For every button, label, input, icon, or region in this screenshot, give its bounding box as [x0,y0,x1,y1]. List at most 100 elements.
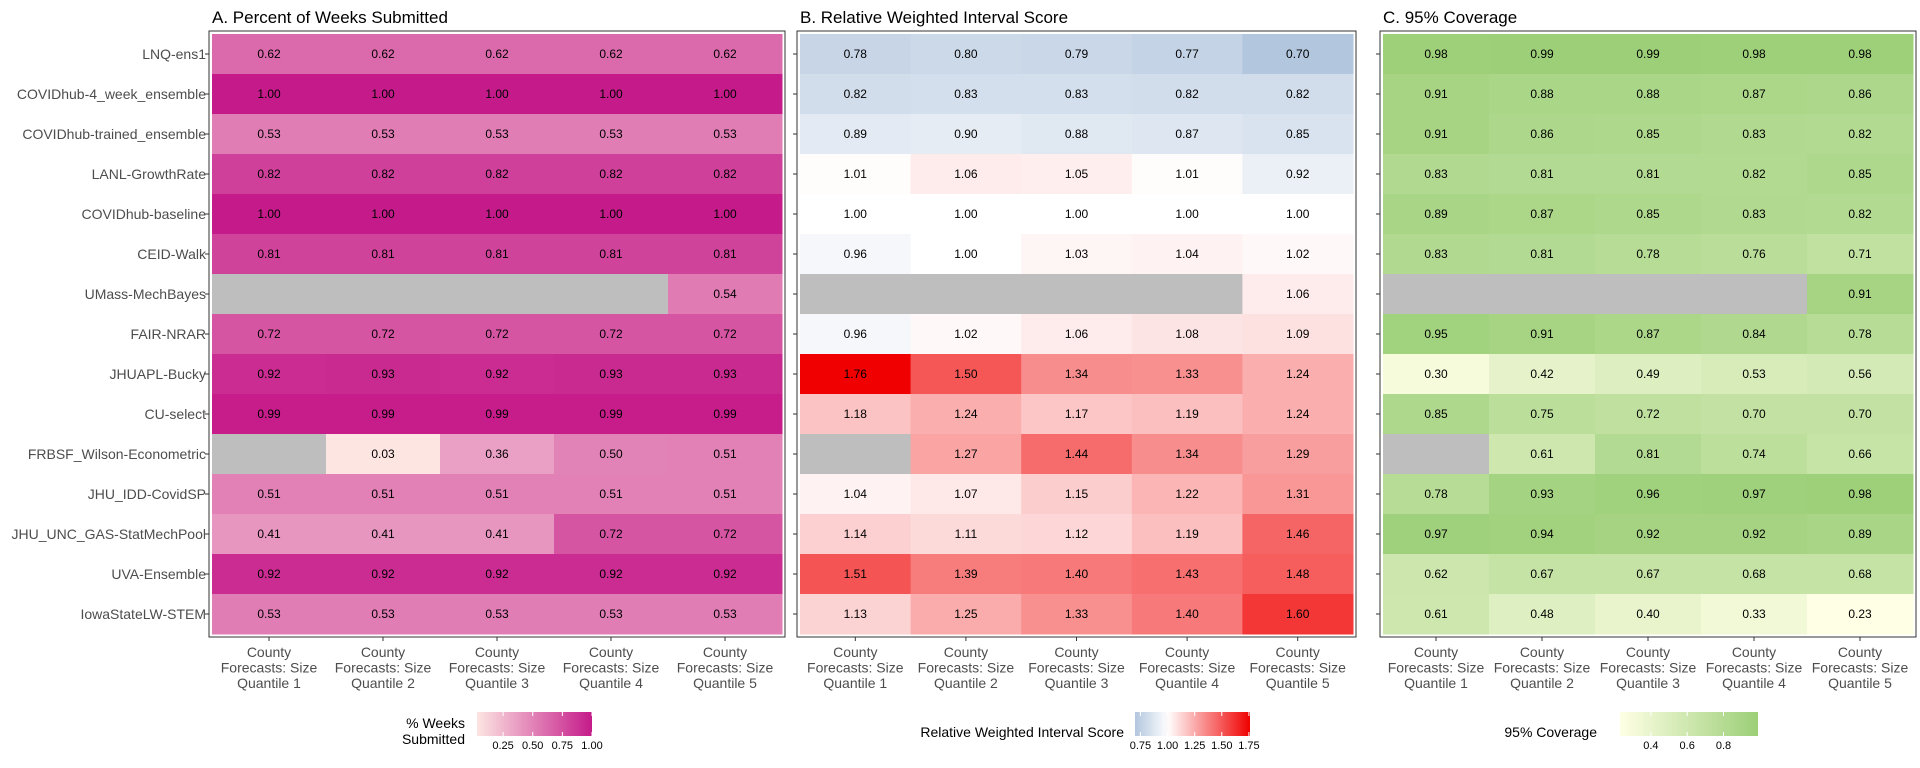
row-label: FRBSF_Wilson-Econometric [28,446,206,462]
heatmap-cell [1489,234,1596,275]
cell-value-label: 1.50 [954,367,978,381]
cell-value-label: 0.30 [1424,367,1448,381]
x-tick-label: County [1165,644,1209,660]
cell-value-label: 0.89 [1424,207,1448,221]
cell-value-label: 1.00 [371,207,395,221]
heatmap-cell [1701,394,1808,435]
cell-value-label: 0.96 [844,327,868,341]
heatmap-cell [910,554,1022,595]
cell-value-label: 0.74 [1742,447,1766,461]
cell-value-label: 0.96 [844,247,868,261]
heatmap-cell [1383,154,1490,195]
legend-title: Relative Weighted Interval Score [920,724,1124,740]
cell-value-label: 0.93 [371,367,395,381]
heatmap-cell [1807,314,1914,355]
cell-value-label: 1.43 [1175,567,1199,581]
heatmap-cell [1701,354,1808,395]
heatmap-cell [1489,394,1596,435]
x-tick-label: Forecasts: Size [918,660,1015,676]
legend-tick-label: 1.00 [581,740,602,752]
row-label: JHU_UNC_GAS-StatMechPool [11,526,206,542]
x-tick-label: County [1838,644,1882,660]
heatmap-cell [1701,74,1808,115]
cell-value-label: 1.00 [844,207,868,221]
heatmap-cell [1021,434,1133,475]
cell-value-label: 1.48 [1286,567,1310,581]
heatmap-cell [326,114,441,155]
heatmap-cell [554,74,669,115]
row-label: CU-select [145,406,207,422]
cell-value-label: 0.83 [1424,247,1448,261]
row-label: JHU_IDD-CovidSP [88,486,206,502]
cell-value-label: 0.50 [599,447,623,461]
cell-value-label: 0.78 [1636,247,1660,261]
cell-value-label: 0.82 [1848,127,1872,141]
row-label: LNQ-ens1 [142,46,206,62]
heatmap-cell [1242,554,1354,595]
cell-value-label: 1.00 [599,207,623,221]
cell-value-label: 0.78 [844,47,868,61]
cell-value-label: 0.87 [1742,87,1766,101]
cell-value-label: 1.29 [1286,447,1310,461]
heatmap-cell [800,314,912,355]
x-tick-label: Forecasts: Size [1028,660,1125,676]
x-tick-label: County [1054,644,1098,660]
heatmap-cell [326,514,441,555]
heatmap-cell [1701,434,1808,475]
heatmap-cell [1383,34,1490,75]
heatmap-cell [554,194,669,235]
heatmap-cell [1242,474,1354,515]
cell-value-label: 0.92 [485,567,509,581]
heatmap-cell [326,434,441,475]
heatmap-cell [440,434,555,475]
cell-value-label: 0.82 [844,87,868,101]
x-tick-label: County [944,644,988,660]
cell-value-label: 0.72 [371,327,395,341]
legend-tick-label: 0.4 [1643,740,1658,752]
x-tick-label: County [1626,644,1670,660]
x-tick-label: Forecasts: Size [563,660,660,676]
cell-value-label: 0.53 [257,607,281,621]
heatmap-cell [910,314,1022,355]
cell-value-label: 0.98 [1424,47,1448,61]
cell-value-label: 0.70 [1848,407,1872,421]
heatmap-cell [800,474,912,515]
heatmap-cell [1807,354,1914,395]
cell-value-label: 0.99 [1530,47,1554,61]
cell-value-label: 1.00 [954,207,978,221]
cell-value-label: 0.81 [371,247,395,261]
cell-value-label: 0.76 [1742,247,1766,261]
heatmap-cell [212,514,327,555]
cell-value-label: 0.81 [1636,167,1660,181]
heatmap-cell [910,474,1022,515]
heatmap-cell [212,474,327,515]
heatmap-cell [554,274,669,315]
legend-title: Submitted [402,731,465,747]
heatmap-cell [326,234,441,275]
heatmap-cell [910,154,1022,195]
heatmap-cell [1595,74,1702,115]
cell-value-label: 1.11 [955,527,978,541]
cell-value-label: 0.85 [1848,167,1872,181]
cell-value-label: 1.04 [844,487,868,501]
heatmap-cell [1131,314,1243,355]
legend-tick-label: 0.75 [552,740,573,752]
cell-value-label: 0.56 [1848,367,1872,381]
heatmap-cell [1383,594,1490,635]
x-tick-label: Quantile 2 [934,675,998,691]
heatmap-cell [668,354,783,395]
cell-value-label: 1.24 [1286,367,1310,381]
heatmap-cell [910,594,1022,635]
cell-value-label: 0.70 [1286,47,1310,61]
heatmap-cell [212,594,327,635]
heatmap-cell [1489,314,1596,355]
heatmap-cell [1701,514,1808,555]
heatmap-cell [1595,154,1702,195]
panel-title: C. 95% Coverage [1383,8,1517,27]
heatmap-cell [1131,394,1243,435]
cell-value-label: 1.06 [1065,327,1089,341]
heatmap-cell [668,434,783,475]
heatmap-cell [800,74,912,115]
cell-value-label: 0.62 [371,47,395,61]
heatmap-cell [440,34,555,75]
